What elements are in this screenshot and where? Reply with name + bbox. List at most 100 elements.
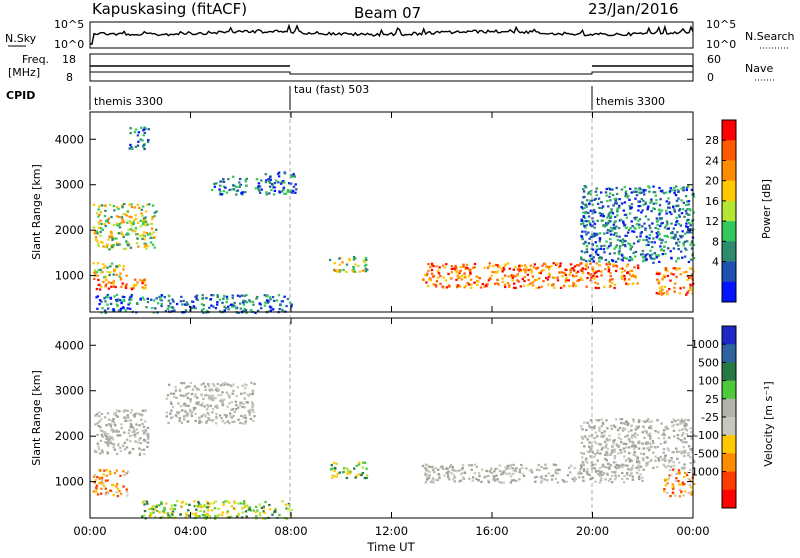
echo-cell xyxy=(675,185,678,188)
echo-cell xyxy=(461,464,465,467)
echo-cell xyxy=(529,282,532,285)
echo-cell xyxy=(588,473,591,476)
echo-cell xyxy=(112,484,115,487)
echo-cell xyxy=(97,221,101,224)
echo-cell xyxy=(114,424,117,427)
echo-cell xyxy=(144,245,147,248)
echo-cell xyxy=(219,310,222,313)
echo-cell xyxy=(203,504,206,507)
echo-cell xyxy=(245,504,249,507)
echo-cell xyxy=(118,243,121,246)
nsky-tick-low: 10^0 xyxy=(54,38,84,51)
echo-cell xyxy=(128,298,131,301)
echo-cell xyxy=(106,452,109,455)
echo-cell xyxy=(502,481,505,484)
echo-cell xyxy=(652,261,655,264)
echo-cell xyxy=(682,201,685,204)
echo-cell xyxy=(493,282,497,285)
echo-cell xyxy=(125,240,128,243)
echo-cell xyxy=(134,433,137,436)
echo-cell xyxy=(449,276,452,280)
echo-cell xyxy=(638,466,641,469)
echo-cell xyxy=(295,188,298,191)
echo-cell xyxy=(110,285,113,288)
echo-cell xyxy=(588,202,591,205)
echo-cell xyxy=(342,470,346,473)
echo-cell xyxy=(642,203,646,206)
echo-cell xyxy=(106,296,109,299)
echo-cell xyxy=(606,472,609,475)
echo-cell xyxy=(639,205,642,208)
echo-cell xyxy=(138,447,141,450)
echo-cell xyxy=(504,466,507,469)
echo-cell xyxy=(596,435,599,438)
echo-cell xyxy=(250,401,254,404)
echo-cell xyxy=(139,437,142,440)
echo-cell xyxy=(347,257,351,261)
echo-cell xyxy=(664,454,667,457)
echo-cell xyxy=(634,187,637,190)
freq-label: Freq. xyxy=(22,53,49,66)
echo-cell xyxy=(593,440,597,443)
echo-cell xyxy=(168,383,171,386)
echo-cell xyxy=(621,243,625,246)
echo-cell xyxy=(637,200,640,203)
echo-cell xyxy=(139,442,142,445)
echo-cell xyxy=(647,418,650,421)
echo-cell xyxy=(128,296,132,299)
echo-cell xyxy=(689,209,692,212)
echo-cell xyxy=(622,256,625,259)
echo-cell xyxy=(591,203,594,206)
echo-cell xyxy=(124,409,127,412)
echo-cell xyxy=(265,179,268,182)
echo-cell xyxy=(686,218,690,221)
echo-cell xyxy=(122,306,125,310)
echo-cell xyxy=(668,459,671,462)
echo-cell xyxy=(684,195,688,198)
echo-cell xyxy=(425,478,429,481)
echo-cell xyxy=(240,392,243,395)
echo-cell xyxy=(655,292,658,295)
velocity-ylabel: Slant Range [km] xyxy=(30,370,43,466)
echo-cell xyxy=(187,404,190,407)
echo-cell xyxy=(656,278,659,281)
echo-cell xyxy=(201,294,204,297)
echo-cell xyxy=(190,414,194,417)
echo-cell xyxy=(597,419,601,422)
echo-cell xyxy=(605,240,608,243)
echo-cell xyxy=(144,420,147,423)
echo-cell xyxy=(592,235,595,238)
echo-cell xyxy=(584,185,587,188)
echo-cell xyxy=(615,467,618,470)
echo-cell xyxy=(645,419,648,422)
echo-cell xyxy=(231,294,234,297)
echo-cell xyxy=(169,412,172,415)
echo-cell xyxy=(221,420,225,423)
echo-cell xyxy=(436,479,440,482)
echo-cell xyxy=(682,446,685,449)
echo-cell xyxy=(582,452,586,455)
echo-cell xyxy=(198,504,202,507)
echo-cell xyxy=(117,224,120,227)
echo-cell xyxy=(618,204,621,208)
echo-cell xyxy=(512,479,516,482)
echo-cell xyxy=(643,429,647,432)
echo-cell xyxy=(230,305,234,308)
echo-cell xyxy=(518,270,521,273)
echo-cell xyxy=(581,202,585,205)
echo-cell xyxy=(609,275,612,278)
echo-cell xyxy=(512,274,515,277)
echo-cell xyxy=(653,207,656,211)
echo-cell xyxy=(660,285,664,288)
echo-cell xyxy=(609,230,612,233)
echo-cell xyxy=(645,447,648,450)
echo-cell xyxy=(130,216,133,219)
echo-cell xyxy=(136,281,139,284)
echo-cell xyxy=(613,202,617,205)
xtick-label: 04:00 xyxy=(174,524,207,538)
echo-cell xyxy=(676,188,680,192)
echo-cell xyxy=(268,503,271,507)
echo-cell xyxy=(241,384,244,387)
echo-cell xyxy=(108,435,112,438)
echo-cell xyxy=(665,220,669,223)
